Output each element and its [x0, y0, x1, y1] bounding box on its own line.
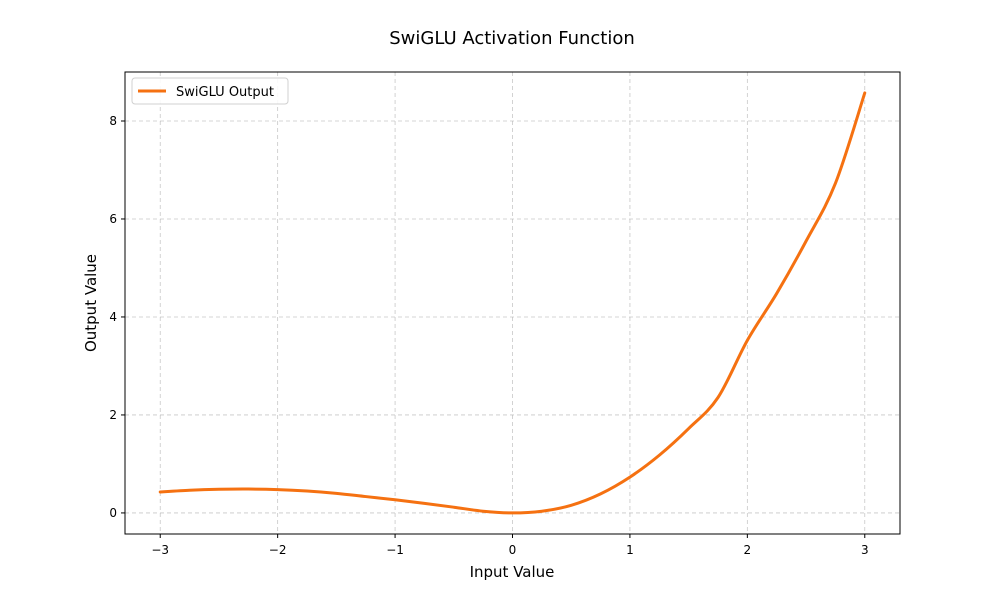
y-tick-label: 2	[109, 408, 117, 422]
legend-box	[131, 77, 289, 105]
x-tick-label: 0	[509, 543, 517, 557]
legend: SwiGLU Output	[131, 77, 289, 105]
x-tick-label: −3	[151, 543, 169, 557]
y-axis-label: Output Value	[82, 254, 100, 352]
y-axis-ticks: 0 2 4 6 8	[109, 114, 125, 520]
chart-title: SwiGLU Activation Function	[389, 28, 635, 49]
series-line-swiglu-output	[158, 91, 867, 515]
grid	[125, 72, 900, 534]
x-tick-label: −2	[269, 543, 287, 557]
x-tick-label: 2	[744, 543, 752, 557]
x-axis-label: Input Value	[470, 563, 555, 581]
x-tick-label: −1	[386, 543, 404, 557]
x-axis-ticks: −3 −2 −1 0 1 2 3	[151, 534, 869, 557]
y-tick-label: 4	[109, 310, 117, 324]
x-tick-label: 1	[626, 543, 634, 557]
y-tick-label: 0	[109, 506, 117, 520]
y-tick-label: 8	[109, 114, 117, 128]
x-tick-label: 3	[861, 543, 869, 557]
legend-label: SwiGLU Output	[176, 85, 274, 100]
y-tick-label: 6	[109, 212, 117, 226]
